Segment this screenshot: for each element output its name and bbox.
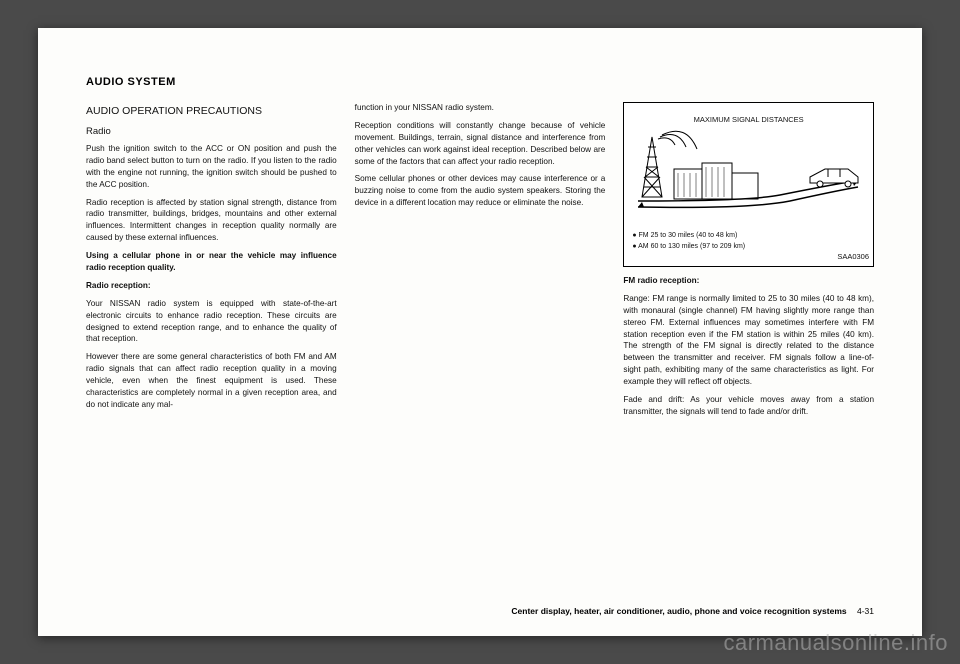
heading-radio: Radio: [86, 125, 337, 139]
manual-page: AUDIO SYSTEM AUDIO OPERATION PRECAUTIONS…: [38, 28, 922, 636]
heading-precautions: AUDIO OPERATION PRECAUTIONS: [86, 104, 337, 119]
paragraph: Range: FM range is normally limited to 2…: [623, 293, 874, 388]
column-2: function in your NISSAN radio system. Re…: [355, 102, 606, 424]
figure-bullet-am: ● AM 60 to 130 miles (97 to 209 km): [632, 242, 745, 253]
heading-fm-reception: FM radio reception:: [623, 275, 874, 287]
paragraph: However there are some general character…: [86, 351, 337, 410]
paragraph: Some cellular phones or other devices ma…: [355, 173, 606, 209]
paragraph: Your NISSAN radio system is equipped wit…: [86, 298, 337, 346]
figure-bullets: ● FM 25 to 30 miles (40 to 48 km) ● AM 6…: [632, 231, 745, 252]
paragraph-bold: Using a cellular phone in or near the ve…: [86, 250, 337, 274]
page-footer: Center display, heater, air conditioner,…: [511, 606, 874, 616]
column-1: AUDIO OPERATION PRECAUTIONS Radio Push t…: [86, 102, 337, 424]
figure-code: SAA0306: [837, 252, 869, 263]
signal-diagram-svg: [630, 127, 862, 247]
figure-title: MAXIMUM SIGNAL DISTANCES: [624, 115, 873, 126]
paragraph: Push the ignition switch to the ACC or O…: [86, 143, 337, 191]
content-columns: AUDIO OPERATION PRECAUTIONS Radio Push t…: [86, 102, 874, 424]
paragraph: Fade and drift: As your vehicle moves aw…: [623, 394, 874, 418]
figure-bullet-fm: ● FM 25 to 30 miles (40 to 48 km): [632, 231, 745, 242]
footer-text: Center display, heater, air conditioner,…: [511, 606, 846, 616]
watermark: carmanualsonline.info: [723, 630, 948, 656]
section-heading: AUDIO SYSTEM: [86, 76, 874, 88]
column-3: MAXIMUM SIGNAL DISTANCES: [623, 102, 874, 424]
paragraph: Radio reception is affected by station s…: [86, 197, 337, 245]
heading-reception: Radio reception:: [86, 280, 337, 292]
page-number: 4-31: [857, 606, 874, 616]
paragraph: Reception conditions will constantly cha…: [355, 120, 606, 168]
paragraph: function in your NISSAN radio system.: [355, 102, 606, 114]
signal-distance-figure: MAXIMUM SIGNAL DISTANCES: [623, 102, 874, 267]
